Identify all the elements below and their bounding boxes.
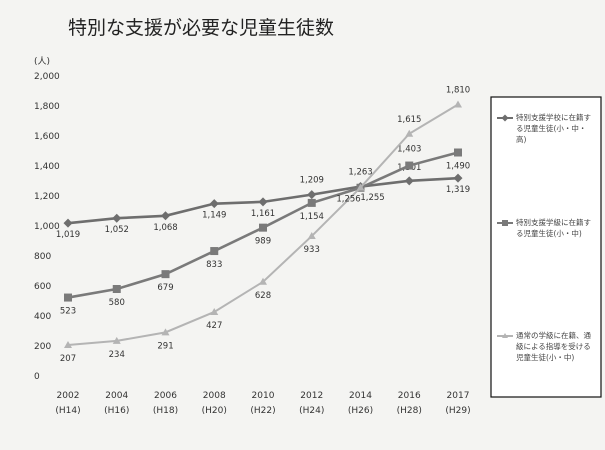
x-tick-sublabel: (H16) [104,406,129,416]
data-point [405,176,414,185]
x-tick-sublabel: (H14) [55,406,80,416]
data-point [454,149,462,157]
data-label: 1,019 [56,230,80,240]
data-point [162,270,170,278]
x-tick-label: 2006 [154,391,177,401]
data-label: 1,810 [446,86,470,96]
y-tick-label: 1,400 [34,162,60,172]
y-tick-label: 0 [34,372,40,382]
data-label: 1,068 [153,223,177,233]
data-label: 1,403 [397,145,421,155]
data-label: 1,615 [397,115,421,125]
x-tick-label: 2004 [105,391,128,401]
data-label: 1,149 [202,211,226,221]
x-tick-label: 2017 [447,391,470,401]
legend: 特別支援学校に在籍する児童生徒(小・中・高)特別支援学級に在籍する児童生徒(小・… [491,97,601,397]
data-label: 523 [60,307,76,317]
series-layer: 1,0191,0521,0681,1491,1611,2091,2631,301… [56,86,470,364]
data-label: 628 [255,291,271,301]
y-tick-label: 800 [34,252,51,262]
x-tick-label: 2016 [398,391,421,401]
data-label: 1,263 [348,168,372,178]
x-tick-sublabel: (H20) [202,406,227,416]
data-point [259,197,268,206]
data-label: 833 [206,260,222,270]
x-tick-label: 2008 [203,391,226,401]
data-label: 291 [157,341,173,351]
data-point [161,211,170,220]
data-point [405,162,413,170]
data-label: 679 [157,283,173,293]
data-label: 234 [109,350,125,360]
x-tick-sublabel: (H29) [445,406,470,416]
x-tick-label: 2014 [349,391,372,401]
x-tick-sublabel: (H22) [250,406,275,416]
data-point [308,199,316,207]
legend-box [491,97,601,397]
data-label: 207 [60,354,76,364]
x-tick-label: 2002 [57,391,80,401]
data-point [113,285,121,293]
data-label: 1,161 [251,209,275,219]
chart-title: 特別な支援が必要な児童生徒数 [68,17,334,39]
y-tick-label: 1,200 [34,192,60,202]
data-label: 1,052 [105,225,129,235]
data-label: 1,319 [446,185,470,195]
data-label: 1,256 [336,195,360,205]
y-axis-unit-label: (人) [34,56,50,67]
y-tick-label: 2,000 [34,72,60,82]
x-tick-sublabel: (H28) [397,406,422,416]
data-label: 427 [206,321,222,331]
data-point [259,224,267,232]
data-point [454,174,463,183]
data-point [210,247,218,255]
x-tick-sublabel: (H26) [348,406,373,416]
data-point [307,190,316,199]
data-point [112,214,121,223]
data-label: 989 [255,237,271,247]
y-tick-label: 200 [34,342,51,352]
data-point [454,101,462,108]
data-label: 1,490 [446,162,470,172]
x-tick-sublabel: (H18) [153,406,178,416]
data-point [64,294,72,302]
x-tick-label: 2010 [252,391,275,401]
x-tick-sublabel: (H24) [299,406,324,416]
data-point [64,219,73,228]
y-tick-label: 1,800 [34,102,60,112]
data-point [210,199,219,208]
y-tick-label: 400 [34,312,51,322]
data-label: 1,255 [360,193,384,203]
x-tick-label: 2012 [300,391,323,401]
legend-marker [502,220,508,226]
y-tick-label: 1,600 [34,132,60,142]
data-label: 580 [109,298,125,308]
data-label: 1,154 [300,212,324,222]
y-tick-label: 600 [34,282,51,292]
data-point [210,308,218,315]
data-label: 933 [304,245,320,255]
data-label: 1,209 [300,176,324,186]
data-point [405,130,413,137]
